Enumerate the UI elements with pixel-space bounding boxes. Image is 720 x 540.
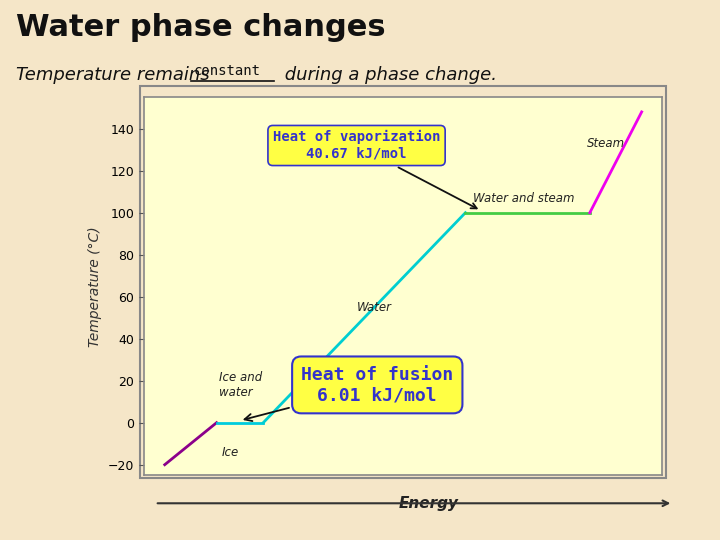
Text: Ice: Ice bbox=[222, 446, 239, 458]
Text: constant: constant bbox=[194, 64, 261, 78]
Text: Temperature remains: Temperature remains bbox=[16, 66, 215, 84]
Text: Ice and
water: Ice and water bbox=[219, 371, 262, 399]
Text: Water phase changes: Water phase changes bbox=[16, 14, 385, 43]
Text: Water: Water bbox=[356, 301, 392, 314]
Text: Water and steam: Water and steam bbox=[473, 192, 575, 205]
Y-axis label: Temperature (°C): Temperature (°C) bbox=[89, 226, 102, 347]
Text: Heat of fusion
6.01 kJ/mol: Heat of fusion 6.01 kJ/mol bbox=[245, 366, 454, 421]
Text: Energy: Energy bbox=[398, 496, 459, 511]
Text: Steam: Steam bbox=[588, 137, 626, 150]
Text: Heat of vaporization
40.67 kJ/mol: Heat of vaporization 40.67 kJ/mol bbox=[273, 130, 477, 208]
Text: during a phase change.: during a phase change. bbox=[279, 66, 498, 84]
